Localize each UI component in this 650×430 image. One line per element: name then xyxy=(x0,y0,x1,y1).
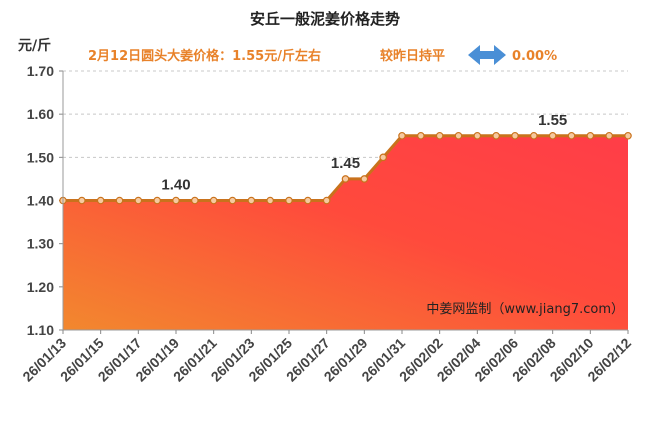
data-point xyxy=(511,131,519,140)
data-label: 1.40 xyxy=(161,177,190,194)
y-axis-ticks: 1.10 1.20 1.30 1.40 1.50 1.60 1.70 xyxy=(27,63,63,338)
change-percent: 0.00% xyxy=(512,49,557,64)
data-point xyxy=(530,131,538,140)
price-area xyxy=(63,135,628,330)
data-point xyxy=(153,196,161,205)
y-tick-label: 1.40 xyxy=(27,193,54,209)
data-point xyxy=(341,175,350,183)
data-point xyxy=(417,131,425,140)
y-axis-unit: 元/斤 xyxy=(18,37,51,54)
compare-text: 较昨日持平 xyxy=(380,48,445,64)
axes xyxy=(62,71,628,331)
data-point xyxy=(304,196,312,205)
data-point xyxy=(473,131,482,140)
y-tick-label: 1.50 xyxy=(27,149,54,165)
data-point xyxy=(96,196,105,205)
data-point xyxy=(454,131,463,140)
data-point xyxy=(586,131,595,140)
data-point xyxy=(322,196,331,205)
data-labels: 1.40 1.45 1.55 xyxy=(161,112,567,194)
flat-arrow-icon xyxy=(468,45,506,65)
data-label: 1.55 xyxy=(538,112,567,129)
data-point xyxy=(360,175,369,183)
y-tick-label: 1.20 xyxy=(27,279,54,295)
data-point xyxy=(605,131,613,140)
data-point xyxy=(115,196,124,205)
watermark: 中姜网监制（www.jiang7.com） xyxy=(426,302,624,317)
x-axis-ticks: 26/01/1326/01/1526/01/1726/01/1926/01/21… xyxy=(19,330,634,385)
y-tick-label: 1.60 xyxy=(27,106,54,122)
data-point xyxy=(266,196,274,205)
data-point xyxy=(398,131,406,140)
data-point xyxy=(228,196,237,205)
price-area-fill xyxy=(63,135,628,330)
y-tick-label: 1.10 xyxy=(27,322,54,338)
price-summary: 2月12日圆头大姜价格：1.55元/斤左右 xyxy=(88,48,321,64)
price-markers xyxy=(59,131,632,205)
data-point xyxy=(209,196,218,205)
data-point xyxy=(567,131,576,140)
data-label: 1.45 xyxy=(331,155,360,172)
data-point xyxy=(548,131,557,140)
chart-title: 安丘一般泥姜价格走势 xyxy=(250,10,400,28)
data-point xyxy=(624,131,632,140)
data-point xyxy=(191,196,199,205)
data-point xyxy=(285,196,293,205)
data-point xyxy=(134,196,143,205)
data-point xyxy=(435,131,444,140)
data-point xyxy=(172,196,180,205)
y-tick-label: 1.30 xyxy=(27,236,54,252)
data-point xyxy=(379,153,387,162)
data-point xyxy=(78,196,86,205)
y-tick-label: 1.70 xyxy=(27,63,54,79)
data-point xyxy=(492,131,500,140)
data-point xyxy=(247,196,256,205)
